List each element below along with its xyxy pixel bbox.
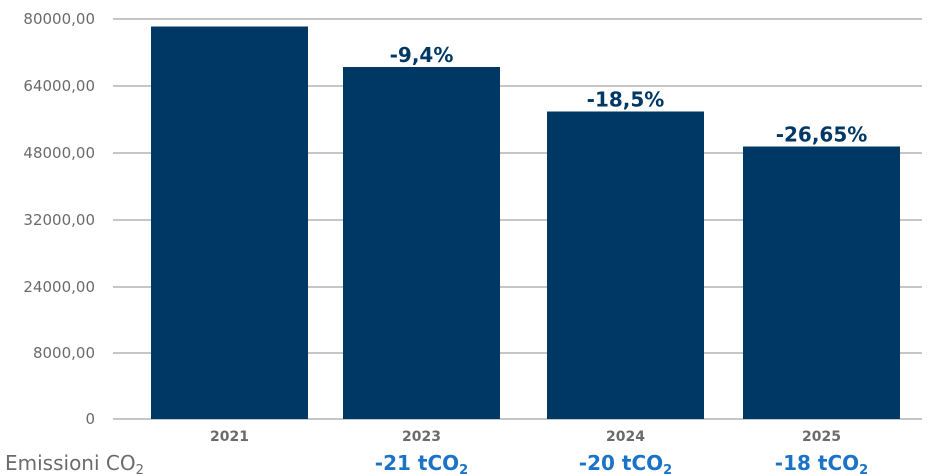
- bar-2021: [151, 26, 308, 419]
- data-label-2024: -18,5%: [587, 88, 665, 112]
- bar-2025: [743, 146, 900, 419]
- y-tick-label: 48000,00: [23, 144, 95, 162]
- data-labels: -9,4% -18,5% -26,65%: [390, 43, 868, 147]
- footer-reduction-2025: -18 tCO2: [775, 451, 868, 474]
- y-tick-label: 80000,00: [23, 10, 95, 28]
- x-tick-label-2024: 2024: [606, 429, 645, 445]
- y-axis-tick-labels: 0 8000,00 24000,00 32000,00 48000,00 64000,00…: [23, 10, 95, 428]
- y-tick-label: 24000,00: [23, 278, 95, 296]
- x-tick-label-2021: 2021: [210, 429, 249, 445]
- footer-reduction-values: -21 tCO2 -20 tCO2 -18 tCO2: [375, 451, 868, 474]
- x-tick-label-2025: 2025: [802, 429, 841, 445]
- y-tick-label: 64000,00: [23, 77, 95, 95]
- footer-reduction-2023: -21 tCO2: [375, 451, 468, 474]
- y-tick-label: 32000,00: [23, 211, 95, 229]
- bar-2023: [343, 67, 500, 419]
- footer-title: Emissioni CO2: [5, 451, 144, 474]
- bar-2024: [547, 111, 704, 419]
- y-tick-label: 0: [85, 410, 95, 428]
- x-axis-tick-labels: 2021 2023 2024 2025: [210, 429, 841, 445]
- data-label-2023: -9,4%: [390, 43, 454, 67]
- emissions-footer: Emissioni CO2 -21 tCO2 -20 tCO2 -18 tCO2: [5, 451, 868, 474]
- footer-reduction-2024: -20 tCO2: [579, 451, 672, 474]
- y-tick-label: 8000,00: [33, 344, 95, 362]
- data-label-2025: -26,65%: [776, 123, 868, 147]
- x-tick-label-2023: 2023: [402, 429, 441, 445]
- bars: [151, 26, 900, 419]
